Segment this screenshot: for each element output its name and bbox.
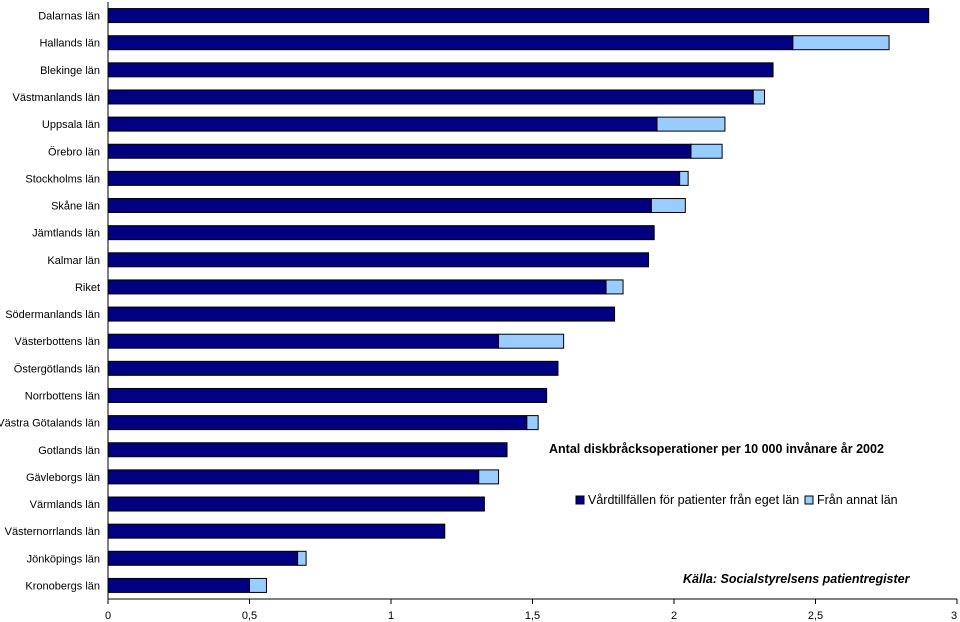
category-label: Östergötlands län (14, 363, 100, 375)
category-label: Norrbottens län (25, 390, 100, 402)
bars (107, 8, 930, 593)
category-label: Örebro län (48, 146, 100, 158)
legend: Vårdtillfällen för patienter från eget l… (575, 493, 898, 507)
bar-own-county (107, 35, 794, 51)
chart-title: Antal diskbråcksoperationer per 10 000 i… (549, 442, 884, 456)
bar-other-county (656, 116, 726, 132)
bar-own-county (107, 333, 500, 349)
bar-other-county (249, 577, 267, 593)
x-axis: 0 0,5 1 1,5 2 2,5 3 (105, 598, 958, 622)
bar-own-county (107, 279, 607, 295)
bar-other-county (498, 333, 565, 349)
bar-own-county (107, 523, 446, 539)
bar-other-county (792, 35, 890, 51)
category-label: Kalmar län (47, 255, 100, 267)
category-label: Blekinge län (40, 65, 100, 77)
category-label: Jönköpings län (27, 553, 100, 565)
source-note: Källa: Socialstyrelsens patientregister (683, 572, 911, 586)
category-label: Västernorrlands län (5, 526, 100, 538)
bar-own-county (107, 415, 528, 431)
category-label: Västerbottens län (14, 336, 100, 348)
category-label: Stockholms län (25, 173, 100, 185)
bar-other-county (297, 550, 307, 566)
bar-other-county (650, 198, 686, 214)
bar-other-county (478, 469, 500, 485)
category-label: Jämtlands län (32, 228, 100, 240)
bar-own-county (107, 360, 559, 376)
bar-own-county (107, 116, 658, 132)
bar-own-county (107, 442, 508, 458)
bar-own-county (107, 89, 754, 105)
category-label: Dalarnas län (38, 11, 100, 23)
bar-own-county (107, 62, 774, 78)
x-tick-label: 1 (388, 610, 394, 622)
bar-own-county (107, 577, 250, 593)
x-tick-label: 2 (671, 610, 677, 622)
legend-swatch-other-county (804, 495, 814, 505)
legend-label-own-county: Vårdtillfällen för patienter från eget l… (588, 493, 799, 507)
bar-own-county (107, 198, 652, 214)
category-label: Västmanlands län (13, 92, 100, 104)
bar-other-county (679, 170, 689, 186)
legend-label-other-county: Från annat län (817, 493, 898, 507)
x-tick-label: 3 (951, 610, 957, 622)
x-tick-label: 0,5 (242, 610, 257, 622)
category-label: Riket (75, 282, 100, 294)
bar-own-county (107, 143, 692, 159)
legend-swatch-own-county (575, 495, 585, 505)
bar-other-county (752, 89, 766, 105)
category-label: Västra Götalands län (0, 418, 100, 430)
bar-own-county (107, 496, 485, 512)
category-label: Gotlands län (38, 445, 100, 457)
bar-own-county (107, 469, 480, 485)
bar-own-county (107, 170, 681, 186)
category-label: Södermanlands län (5, 309, 100, 321)
bar-own-county (107, 8, 930, 24)
x-tick-label: 0 (105, 610, 111, 622)
category-label: Skåne län (51, 201, 100, 213)
x-tick-label: 1,5 (525, 610, 540, 622)
bar-other-county (605, 279, 624, 295)
x-tick-label: 2,5 (808, 610, 823, 622)
category-label: Kronobergs län (25, 580, 100, 592)
bar-own-county (107, 225, 655, 241)
category-label: Gävleborgs län (26, 472, 100, 484)
category-label: Uppsala län (42, 119, 100, 131)
category-label: Värmlands län (30, 499, 100, 511)
bar-own-county (107, 306, 616, 322)
bar-own-county (107, 550, 299, 566)
bar-own-county (107, 387, 548, 403)
category-label: Hallands län (39, 38, 100, 50)
category-labels: Dalarnas län Hallands län Blekinge län Väst… (0, 11, 100, 593)
bar-own-county (107, 252, 650, 268)
bar-other-county (526, 415, 539, 431)
bar-other-county (690, 143, 723, 159)
